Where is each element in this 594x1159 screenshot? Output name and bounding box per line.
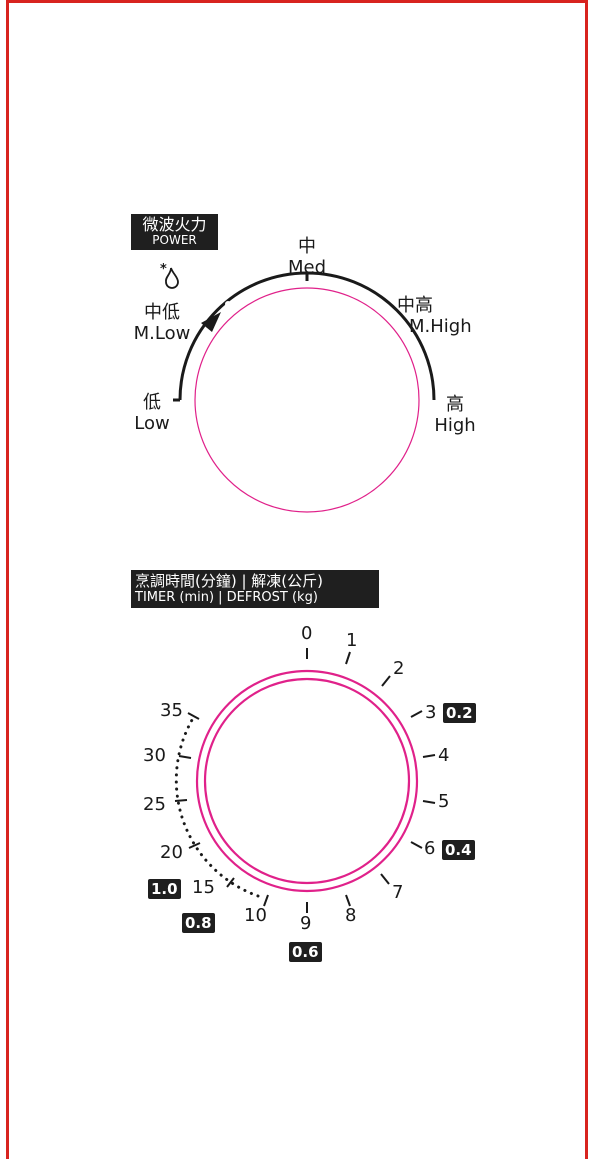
tick-20 — [188, 842, 201, 849]
timer-num-8: 8 — [345, 905, 357, 926]
timer-num-20: 20 — [160, 842, 183, 863]
timer-num-9: 9 — [300, 913, 312, 934]
power-header-en: POWER — [152, 233, 197, 247]
power-label-low: 低 Low — [129, 392, 175, 434]
timer-num-1: 1 — [346, 630, 358, 651]
power-mlow-gap — [225, 301, 231, 307]
tick-10 — [263, 894, 269, 907]
timer-header-zh: 烹調時間(分鐘) | 解凍(公斤) — [135, 572, 323, 590]
defrost-badge-0-2: 0.2 — [443, 703, 476, 723]
power-indicator-pointer — [201, 312, 221, 332]
defrost-badge-0-6: 0.6 — [289, 942, 322, 962]
panel-frame — [6, 0, 588, 1159]
timer-num-35: 35 — [160, 700, 183, 721]
power-label-mhigh: 中高 M.High — [397, 295, 487, 337]
tick-4 — [422, 754, 436, 758]
timer-num-7: 7 — [392, 882, 404, 903]
power-knob — [194, 287, 420, 513]
svg-text:*: * — [160, 262, 167, 277]
power-scale-arc — [178, 271, 436, 401]
power-label-mhigh-zh: 中高 — [397, 295, 433, 316]
timer-num-10: 10 — [244, 905, 267, 926]
timer-num-2: 2 — [393, 658, 405, 679]
timer-num-4: 4 — [438, 745, 450, 766]
snowflake-drop-icon: * — [160, 262, 184, 290]
timer-num-15: 15 — [192, 877, 215, 898]
timer-ticks — [174, 648, 436, 913]
power-label-mhigh-en: M.High — [409, 316, 472, 337]
tick-3 — [410, 710, 423, 718]
power-label-mlow-zh: 中低 — [144, 302, 180, 323]
power-label-med: 中 Med — [279, 236, 335, 278]
timer-num-0: 0 — [301, 623, 313, 644]
timer-num-6: 6 — [424, 838, 436, 859]
power-header: 微波火力 POWER — [131, 214, 218, 250]
timer-num-30: 30 — [143, 745, 166, 766]
tick-8 — [345, 894, 351, 907]
tick-1 — [345, 651, 351, 665]
power-label-high: 高 High — [430, 394, 480, 436]
defrost-badge-0-8: 0.8 — [182, 913, 215, 933]
tick-30 — [178, 755, 192, 759]
tick-35 — [187, 712, 200, 720]
timer-dotted-arc — [174, 718, 260, 898]
tick-2 — [381, 675, 391, 687]
timer-num-25: 25 — [143, 794, 166, 815]
tick-6 — [410, 841, 423, 849]
timer-header: 烹調時間(分鐘) | 解凍(公斤) TIMER (min) | DEFROST … — [131, 570, 379, 608]
defrost-badge-1-0: 1.0 — [148, 879, 181, 899]
tick-5 — [422, 800, 436, 804]
timer-knob-outer — [195, 669, 419, 893]
tick-7 — [380, 873, 390, 885]
timer-knob-inner — [203, 677, 411, 885]
power-label-mlow: 中低 M.Low — [127, 302, 197, 344]
power-label-mlow-en: M.Low — [133, 323, 191, 344]
tick-15 — [226, 877, 235, 888]
power-label-low-en: Low — [134, 413, 170, 434]
power-label-high-en: High — [434, 415, 476, 436]
timer-num-5: 5 — [438, 791, 450, 812]
defrost-badge-0-4: 0.4 — [442, 840, 475, 860]
power-header-zh: 微波火力 — [142, 215, 207, 234]
timer-header-en: TIMER (min) | DEFROST (kg) — [135, 590, 318, 605]
power-label-high-zh: 高 — [446, 394, 464, 415]
power-label-med-en: Med — [287, 257, 327, 278]
power-label-med-zh: 中 — [298, 236, 316, 257]
tick-25 — [174, 799, 188, 802]
power-label-low-zh: 低 — [143, 392, 161, 413]
timer-num-3: 3 — [425, 702, 437, 723]
